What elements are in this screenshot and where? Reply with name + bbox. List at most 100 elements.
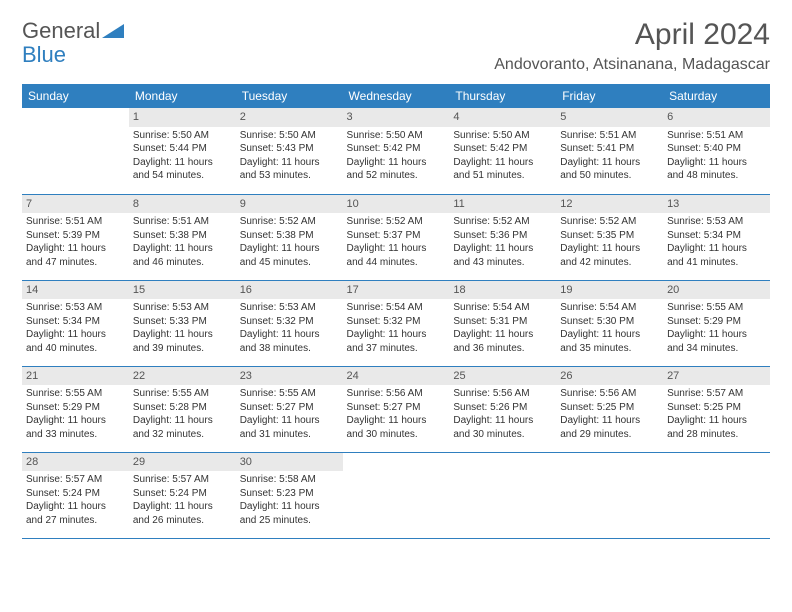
day-sunrise: Sunrise: 5:56 AM bbox=[347, 387, 446, 401]
day-sunset: Sunset: 5:33 PM bbox=[133, 315, 232, 329]
day-day1: Daylight: 11 hours bbox=[133, 500, 232, 514]
day-number: 7 bbox=[22, 195, 129, 214]
calendar-day-cell: 29Sunrise: 5:57 AMSunset: 5:24 PMDayligh… bbox=[129, 452, 236, 538]
day-day1: Daylight: 11 hours bbox=[133, 242, 232, 256]
calendar-day-cell: 17Sunrise: 5:54 AMSunset: 5:32 PMDayligh… bbox=[343, 280, 450, 366]
calendar-day-cell: 18Sunrise: 5:54 AMSunset: 5:31 PMDayligh… bbox=[449, 280, 556, 366]
day-sunrise: Sunrise: 5:53 AM bbox=[240, 301, 339, 315]
day-day1: Daylight: 11 hours bbox=[240, 328, 339, 342]
day-number: 23 bbox=[236, 367, 343, 386]
day-sunrise: Sunrise: 5:54 AM bbox=[453, 301, 552, 315]
calendar-day-cell: 3Sunrise: 5:50 AMSunset: 5:42 PMDaylight… bbox=[343, 108, 450, 194]
calendar-day-cell bbox=[663, 452, 770, 538]
day-number: 6 bbox=[663, 108, 770, 127]
day-sunrise: Sunrise: 5:52 AM bbox=[560, 215, 659, 229]
calendar-week-row: 14Sunrise: 5:53 AMSunset: 5:34 PMDayligh… bbox=[22, 280, 770, 366]
day-number: 27 bbox=[663, 367, 770, 386]
day-number: 26 bbox=[556, 367, 663, 386]
day-sunset: Sunset: 5:25 PM bbox=[560, 401, 659, 415]
day-day2: and 40 minutes. bbox=[26, 342, 125, 356]
day-sunset: Sunset: 5:34 PM bbox=[667, 229, 766, 243]
day-sunrise: Sunrise: 5:51 AM bbox=[560, 129, 659, 143]
day-day1: Daylight: 11 hours bbox=[347, 414, 446, 428]
triangle-icon bbox=[102, 20, 124, 43]
day-day2: and 48 minutes. bbox=[667, 169, 766, 183]
calendar-day-cell bbox=[449, 452, 556, 538]
calendar-day-cell: 13Sunrise: 5:53 AMSunset: 5:34 PMDayligh… bbox=[663, 194, 770, 280]
day-sunset: Sunset: 5:25 PM bbox=[667, 401, 766, 415]
calendar-day-cell: 11Sunrise: 5:52 AMSunset: 5:36 PMDayligh… bbox=[449, 194, 556, 280]
brand-word2: Blue bbox=[22, 42, 66, 68]
day-day1: Daylight: 11 hours bbox=[453, 328, 552, 342]
calendar-day-cell: 9Sunrise: 5:52 AMSunset: 5:38 PMDaylight… bbox=[236, 194, 343, 280]
day-day1: Daylight: 11 hours bbox=[560, 414, 659, 428]
weekday-header: Tuesday bbox=[236, 84, 343, 108]
day-day2: and 30 minutes. bbox=[453, 428, 552, 442]
calendar-week-row: 21Sunrise: 5:55 AMSunset: 5:29 PMDayligh… bbox=[22, 366, 770, 452]
calendar-day-cell: 28Sunrise: 5:57 AMSunset: 5:24 PMDayligh… bbox=[22, 452, 129, 538]
calendar-day-cell: 6Sunrise: 5:51 AMSunset: 5:40 PMDaylight… bbox=[663, 108, 770, 194]
weekday-header: Thursday bbox=[449, 84, 556, 108]
calendar-day-cell bbox=[22, 108, 129, 194]
calendar-day-cell: 30Sunrise: 5:58 AMSunset: 5:23 PMDayligh… bbox=[236, 452, 343, 538]
day-sunset: Sunset: 5:37 PM bbox=[347, 229, 446, 243]
day-day1: Daylight: 11 hours bbox=[26, 328, 125, 342]
day-day1: Daylight: 11 hours bbox=[347, 242, 446, 256]
day-number: 30 bbox=[236, 453, 343, 472]
calendar-day-cell: 7Sunrise: 5:51 AMSunset: 5:39 PMDaylight… bbox=[22, 194, 129, 280]
day-sunrise: Sunrise: 5:53 AM bbox=[133, 301, 232, 315]
day-number: 8 bbox=[129, 195, 236, 214]
calendar-day-cell: 26Sunrise: 5:56 AMSunset: 5:25 PMDayligh… bbox=[556, 366, 663, 452]
weekday-header: Wednesday bbox=[343, 84, 450, 108]
calendar-day-cell: 23Sunrise: 5:55 AMSunset: 5:27 PMDayligh… bbox=[236, 366, 343, 452]
day-number: 19 bbox=[556, 281, 663, 300]
day-day1: Daylight: 11 hours bbox=[560, 242, 659, 256]
day-number: 17 bbox=[343, 281, 450, 300]
day-day2: and 34 minutes. bbox=[667, 342, 766, 356]
day-number: 24 bbox=[343, 367, 450, 386]
calendar-body: 1Sunrise: 5:50 AMSunset: 5:44 PMDaylight… bbox=[22, 108, 770, 538]
day-sunset: Sunset: 5:36 PM bbox=[453, 229, 552, 243]
calendar-day-cell: 2Sunrise: 5:50 AMSunset: 5:43 PMDaylight… bbox=[236, 108, 343, 194]
day-number: 2 bbox=[236, 108, 343, 127]
day-number: 10 bbox=[343, 195, 450, 214]
day-sunrise: Sunrise: 5:54 AM bbox=[347, 301, 446, 315]
day-day2: and 46 minutes. bbox=[133, 256, 232, 270]
calendar-day-cell: 15Sunrise: 5:53 AMSunset: 5:33 PMDayligh… bbox=[129, 280, 236, 366]
calendar-day-cell: 22Sunrise: 5:55 AMSunset: 5:28 PMDayligh… bbox=[129, 366, 236, 452]
day-day1: Daylight: 11 hours bbox=[347, 328, 446, 342]
day-day2: and 28 minutes. bbox=[667, 428, 766, 442]
calendar-table: SundayMondayTuesdayWednesdayThursdayFrid… bbox=[22, 84, 770, 539]
day-day2: and 43 minutes. bbox=[453, 256, 552, 270]
day-number: 15 bbox=[129, 281, 236, 300]
day-day1: Daylight: 11 hours bbox=[667, 328, 766, 342]
day-sunrise: Sunrise: 5:53 AM bbox=[667, 215, 766, 229]
day-day2: and 54 minutes. bbox=[133, 169, 232, 183]
day-sunset: Sunset: 5:42 PM bbox=[347, 142, 446, 156]
weekday-header: Sunday bbox=[22, 84, 129, 108]
day-day1: Daylight: 11 hours bbox=[560, 156, 659, 170]
day-sunrise: Sunrise: 5:55 AM bbox=[133, 387, 232, 401]
brand-word1: General bbox=[22, 18, 100, 44]
day-sunset: Sunset: 5:27 PM bbox=[347, 401, 446, 415]
day-number: 4 bbox=[449, 108, 556, 127]
day-sunrise: Sunrise: 5:51 AM bbox=[26, 215, 125, 229]
day-sunset: Sunset: 5:38 PM bbox=[240, 229, 339, 243]
day-sunset: Sunset: 5:31 PM bbox=[453, 315, 552, 329]
day-day2: and 29 minutes. bbox=[560, 428, 659, 442]
day-day2: and 36 minutes. bbox=[453, 342, 552, 356]
day-day2: and 32 minutes. bbox=[133, 428, 232, 442]
day-day1: Daylight: 11 hours bbox=[240, 414, 339, 428]
day-sunset: Sunset: 5:32 PM bbox=[347, 315, 446, 329]
day-sunrise: Sunrise: 5:56 AM bbox=[560, 387, 659, 401]
day-day2: and 45 minutes. bbox=[240, 256, 339, 270]
calendar-day-cell: 14Sunrise: 5:53 AMSunset: 5:34 PMDayligh… bbox=[22, 280, 129, 366]
day-day1: Daylight: 11 hours bbox=[133, 414, 232, 428]
day-number: 12 bbox=[556, 195, 663, 214]
day-sunrise: Sunrise: 5:52 AM bbox=[347, 215, 446, 229]
day-sunrise: Sunrise: 5:50 AM bbox=[453, 129, 552, 143]
day-day2: and 39 minutes. bbox=[133, 342, 232, 356]
day-day1: Daylight: 11 hours bbox=[667, 242, 766, 256]
day-day1: Daylight: 11 hours bbox=[453, 414, 552, 428]
day-sunrise: Sunrise: 5:57 AM bbox=[133, 473, 232, 487]
